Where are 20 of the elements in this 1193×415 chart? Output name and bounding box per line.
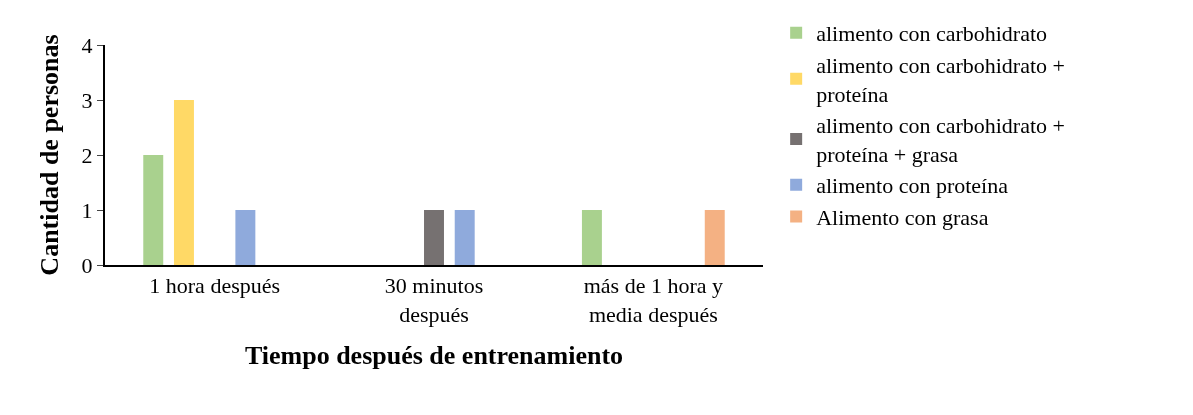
bar [235, 210, 256, 265]
bar [173, 100, 194, 265]
y-axis-title: Cantidad de personas [35, 34, 65, 276]
bar [424, 210, 444, 265]
y-tick-label: 1 [81, 197, 93, 223]
y-tick-label: 4 [81, 32, 93, 58]
bar [143, 155, 164, 265]
legend-label: Alimento con grasa [816, 204, 989, 230]
x-tick-label: 30 minutos después [384, 273, 484, 327]
bar [704, 210, 725, 265]
bar [454, 210, 475, 265]
y-tick-label: 2 [81, 142, 93, 168]
legend-label: alimento con proteína [816, 173, 1009, 199]
bar [581, 210, 602, 265]
y-tick-label: 3 [81, 87, 93, 113]
y-tick-label: 0 [81, 252, 93, 278]
x-tick-label: 1 hora después [149, 273, 281, 299]
x-tick-label: más de 1 hora y media después [583, 273, 723, 327]
x-axis-title: Tiempo después de entrenamiento [244, 341, 624, 371]
legend-label: alimento con carbohidrato [816, 21, 1048, 47]
